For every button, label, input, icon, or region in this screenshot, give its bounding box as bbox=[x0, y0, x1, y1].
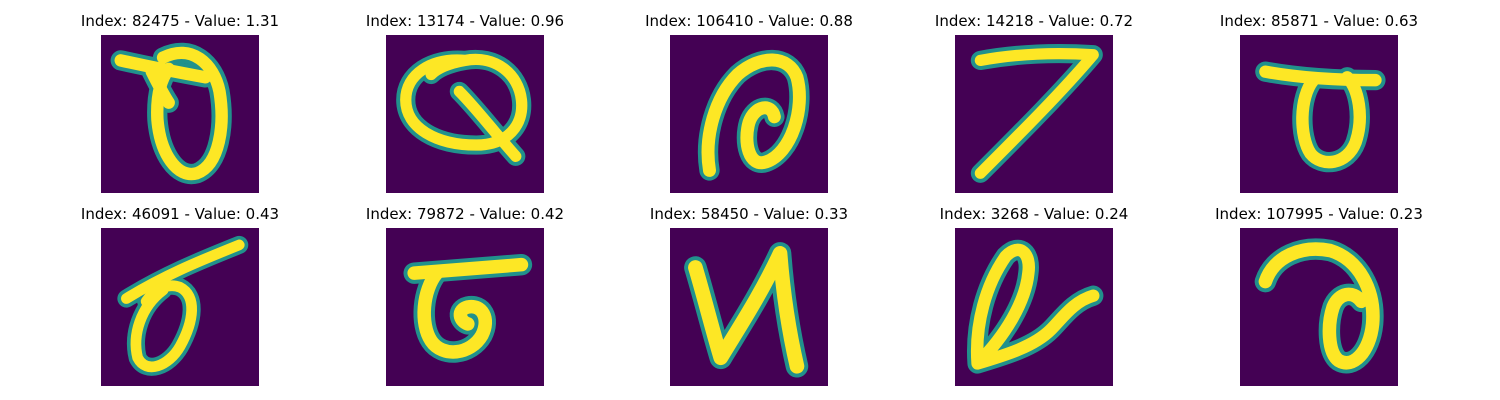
digit-image bbox=[1240, 228, 1398, 386]
panel-title: Index: 106410 - Value: 0.88 bbox=[645, 12, 853, 30]
digit-image bbox=[101, 228, 259, 386]
digit-image bbox=[386, 35, 544, 193]
panel-title: Index: 82475 - Value: 1.31 bbox=[80, 12, 280, 30]
panel-title: Index: 13174 - Value: 0.96 bbox=[365, 12, 565, 30]
panel-title: Index: 79872 - Value: 0.42 bbox=[365, 205, 565, 223]
panel-title: Index: 58450 - Value: 0.33 bbox=[649, 205, 849, 223]
panel-title: Index: 3268 - Value: 0.24 bbox=[939, 205, 1129, 223]
digit-image bbox=[955, 35, 1113, 193]
panel-title: Index: 14218 - Value: 0.72 bbox=[934, 12, 1134, 30]
digit-image bbox=[1240, 35, 1398, 193]
digit-image bbox=[386, 228, 544, 386]
digit-image bbox=[670, 228, 828, 386]
digit-image bbox=[101, 35, 259, 193]
panel-title: Index: 46091 - Value: 0.43 bbox=[80, 205, 280, 223]
digit-image bbox=[670, 35, 828, 193]
panel-title: Index: 85871 - Value: 0.63 bbox=[1219, 12, 1419, 30]
digit-image bbox=[955, 228, 1113, 386]
panel-title: Index: 107995 - Value: 0.23 bbox=[1215, 205, 1423, 223]
